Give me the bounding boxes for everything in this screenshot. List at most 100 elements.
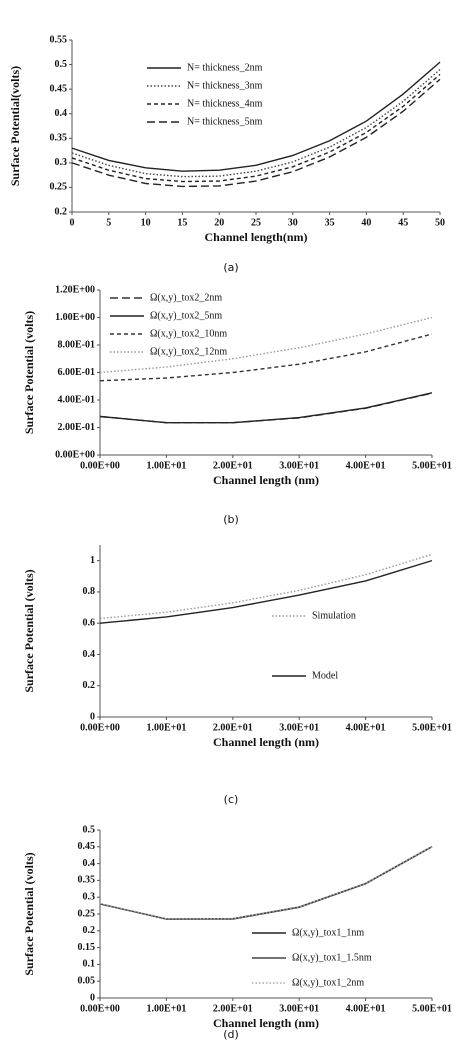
legend-label: Ω(x,y)_tox1_2nm bbox=[292, 977, 364, 988]
legend-label: Ω(x,y)_tox2_10nm bbox=[150, 328, 227, 339]
x-tick-label: 3.00E+01 bbox=[279, 1003, 319, 1014]
y-tick-label: 0.3 bbox=[55, 157, 68, 168]
x-tick-label: 2.00E+01 bbox=[213, 460, 253, 471]
y-tick-label: 0.5 bbox=[55, 59, 68, 70]
x-tick-label: 25 bbox=[251, 217, 261, 228]
caption: (d) bbox=[223, 1028, 239, 1041]
x-axis-label: Channel length (nm) bbox=[213, 1016, 319, 1030]
y-axis-label: Surface Potential (volts) bbox=[22, 852, 36, 975]
y-tick-label: 1 bbox=[90, 555, 95, 566]
x-tick-label: 2.00E+01 bbox=[213, 1003, 253, 1014]
y-tick-label: 0.1 bbox=[83, 959, 96, 970]
x-tick-label: 30 bbox=[288, 217, 298, 228]
y-tick-label: 0.2 bbox=[83, 680, 96, 691]
x-tick-label: 2.00E+01 bbox=[213, 722, 253, 733]
legend-label: N= thickness_4nm bbox=[187, 98, 263, 109]
legend-label: Simulation bbox=[312, 610, 356, 621]
y-tick-label: 0.45 bbox=[78, 841, 96, 852]
caption: (c) bbox=[224, 793, 239, 806]
series-line bbox=[99, 846, 433, 920]
x-tick-label: 0.00E+00 bbox=[80, 722, 120, 733]
y-tick-label: 0.00E+00 bbox=[55, 449, 95, 460]
series-line bbox=[99, 845, 433, 920]
x-axis-label: Channel length(nm) bbox=[204, 230, 307, 244]
y-tick-label: 0.05 bbox=[78, 975, 96, 986]
series-line bbox=[71, 73, 441, 183]
y-tick-label: 0 bbox=[90, 992, 95, 1003]
y-tick-label: 1.20E+00 bbox=[55, 284, 95, 295]
series-line bbox=[71, 68, 441, 178]
x-tick-label: 15 bbox=[177, 217, 187, 228]
x-tick-label: 1.00E+01 bbox=[146, 1003, 186, 1014]
y-tick-label: 0.25 bbox=[78, 908, 96, 919]
x-axis-label: Channel length (nm) bbox=[213, 735, 319, 749]
series-line bbox=[99, 392, 433, 424]
legend-label: N= thickness_3nm bbox=[187, 80, 263, 91]
x-tick-label: 0.00E+00 bbox=[80, 1003, 120, 1014]
legend-label: N= thickness_5nm bbox=[187, 116, 263, 127]
x-tick-label: 20 bbox=[214, 217, 224, 228]
x-tick-label: 10 bbox=[141, 217, 151, 228]
y-tick-label: 0.4 bbox=[83, 649, 96, 660]
x-tick-label: 5.00E+01 bbox=[412, 460, 452, 471]
x-tick-label: 35 bbox=[325, 217, 335, 228]
caption: (a) bbox=[223, 261, 238, 274]
x-tick-label: 3.00E+01 bbox=[279, 460, 319, 471]
series-line bbox=[71, 61, 441, 172]
y-axis-label: Surface Potential(volts) bbox=[8, 66, 22, 186]
y-tick-label: 0.8 bbox=[83, 586, 96, 597]
y-tick-label: 0.55 bbox=[50, 34, 68, 45]
x-tick-label: 4.00E+01 bbox=[346, 460, 386, 471]
x-tick-label: 5.00E+01 bbox=[412, 1003, 452, 1014]
y-tick-label: 0.2 bbox=[83, 925, 96, 936]
y-tick-label: 0.25 bbox=[50, 182, 68, 193]
x-tick-label: 50 bbox=[435, 217, 445, 228]
y-axis-label: Surface Potential (volts) bbox=[22, 311, 36, 434]
series-line bbox=[99, 316, 433, 374]
x-tick-label: 4.00E+01 bbox=[346, 722, 386, 733]
x-tick-label: 5.00E+01 bbox=[412, 722, 452, 733]
legend-label: Model bbox=[312, 670, 338, 681]
x-tick-label: 1.00E+01 bbox=[146, 460, 186, 471]
y-tick-label: 0.15 bbox=[78, 942, 96, 953]
y-tick-label: 8.00E-01 bbox=[58, 339, 96, 350]
y-tick-label: 0 bbox=[90, 711, 95, 722]
series-line bbox=[99, 553, 433, 620]
x-tick-label: 1.00E+01 bbox=[146, 722, 186, 733]
x-tick-label: 0.00E+00 bbox=[80, 460, 120, 471]
legend-label: Ω(x,y)_tox1_1.5nm bbox=[292, 952, 372, 963]
y-tick-label: 0.4 bbox=[55, 108, 68, 119]
caption: (b) bbox=[223, 513, 239, 526]
y-tick-label: 2.00E-01 bbox=[58, 422, 96, 433]
legend-label: Ω(x,y)_tox2_2nm bbox=[150, 292, 222, 303]
y-tick-label: 0.6 bbox=[83, 617, 96, 628]
series-line bbox=[71, 78, 441, 188]
y-tick-label: 4.00E-01 bbox=[58, 394, 96, 405]
x-tick-label: 40 bbox=[361, 217, 371, 228]
series-line bbox=[99, 559, 433, 624]
x-tick-label: 45 bbox=[398, 217, 408, 228]
x-tick-label: 4.00E+01 bbox=[346, 1003, 386, 1014]
legend-label: Ω(x,y)_tox2_12nm bbox=[150, 346, 227, 357]
y-tick-label: 1.00E+00 bbox=[55, 312, 95, 323]
y-tick-label: 0.4 bbox=[83, 858, 96, 869]
y-tick-label: 0.35 bbox=[50, 133, 68, 144]
legend-label: Ω(x,y)_tox2_5nm bbox=[150, 310, 222, 321]
y-tick-label: 0.35 bbox=[78, 875, 96, 886]
series-line bbox=[99, 845, 433, 920]
y-tick-label: 6.00E-01 bbox=[58, 367, 96, 378]
x-tick-label: 5 bbox=[106, 217, 111, 228]
legend-label: N= thickness_2nm bbox=[187, 62, 263, 73]
x-tick-label: 0 bbox=[70, 217, 75, 228]
series-line bbox=[99, 392, 433, 424]
x-tick-label: 3.00E+01 bbox=[279, 722, 319, 733]
series-line bbox=[99, 333, 433, 382]
y-axis-label: Surface Potential (volts) bbox=[22, 569, 36, 692]
legend-label: Ω(x,y)_tox1_1nm bbox=[292, 927, 364, 938]
y-tick-label: 0.5 bbox=[83, 824, 96, 835]
x-axis-label: Channel length (nm) bbox=[213, 473, 319, 487]
y-tick-label: 0.3 bbox=[83, 891, 96, 902]
y-tick-label: 0.2 bbox=[55, 206, 68, 217]
y-tick-label: 0.45 bbox=[50, 83, 68, 94]
